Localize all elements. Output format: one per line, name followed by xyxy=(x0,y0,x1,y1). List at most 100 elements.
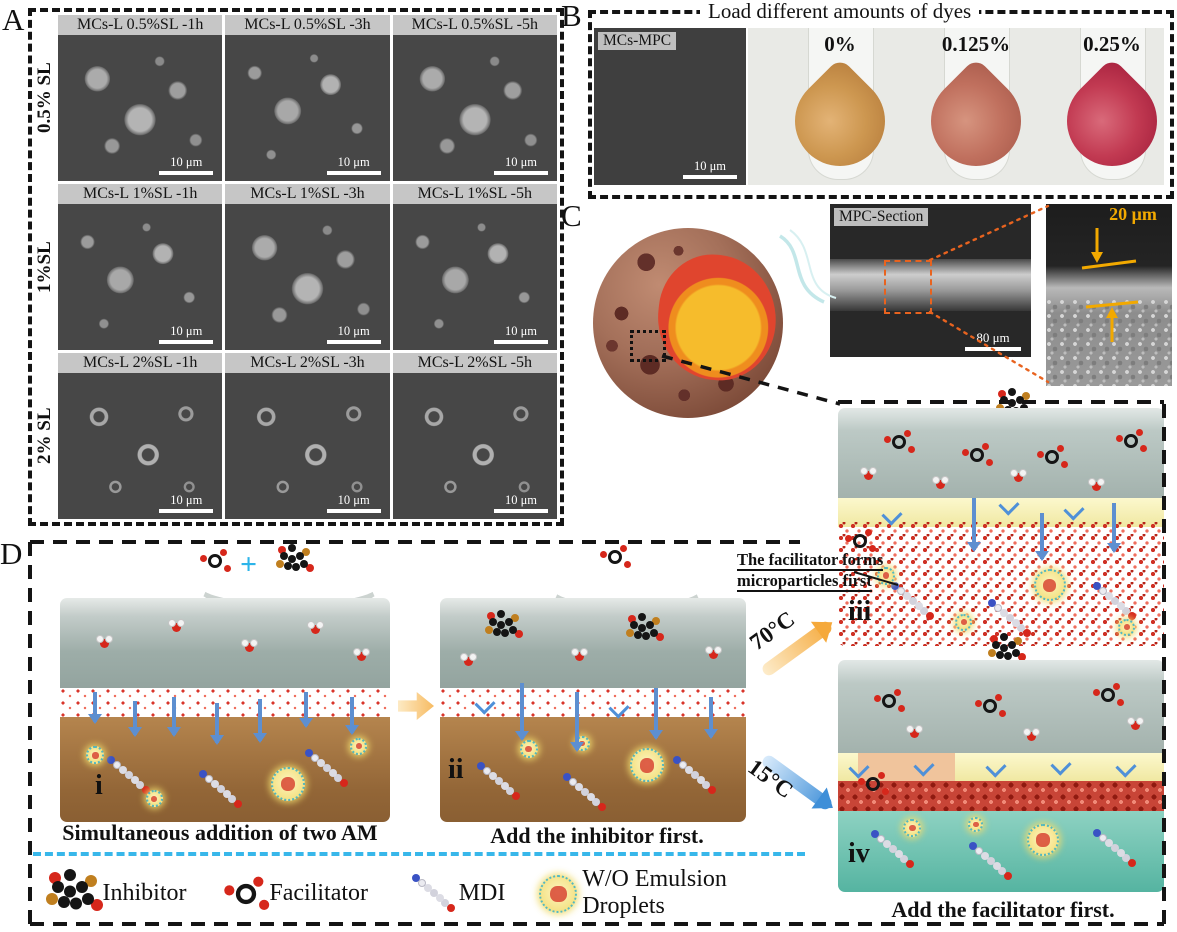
scale-bar-line xyxy=(683,175,737,179)
row-label-0.5-sl: 0.5% SL xyxy=(34,62,55,134)
diffusion-check-icon xyxy=(1115,756,1137,778)
mdi-molecule-icon xyxy=(205,774,214,783)
section-zoom-micrograph xyxy=(1046,204,1172,386)
diffusion-arrow-icon xyxy=(167,696,182,737)
wo-emulsion-droplet-icon xyxy=(86,746,105,765)
water-molecule-icon xyxy=(460,653,478,667)
diffusion-arrow-icon xyxy=(966,498,981,553)
dye-amount-label: 0% xyxy=(824,32,856,56)
mdi-molecule-icon xyxy=(568,777,577,786)
facilitator-molecule-icon xyxy=(1043,444,1065,466)
water-molecule-icon xyxy=(306,620,324,634)
interface-layer xyxy=(440,687,746,717)
water-phase-layer xyxy=(440,598,746,688)
dye-amount-label: 0.25% xyxy=(1083,32,1141,56)
step-i-caption: Simultaneous addition of two AM xyxy=(62,820,378,845)
facilitator-molecule-icon xyxy=(968,442,990,464)
facilitator-molecule-glyph xyxy=(232,876,263,907)
mcs-mpc-micrograph: MCs-MPC 10 μm xyxy=(594,28,746,185)
wo-emulsion-droplets-icon xyxy=(533,869,582,917)
emulsion-droplet-0.125pct xyxy=(912,57,1040,185)
granular-shell-texture xyxy=(1046,298,1172,386)
interface-layer xyxy=(838,498,1164,527)
mdi-molecule-icon xyxy=(1098,833,1107,842)
sem-micrograph: 10 μm xyxy=(392,35,557,181)
water-phase-layer xyxy=(838,660,1164,753)
emulsion-droplet-0pct xyxy=(776,57,904,185)
inhibitor-molecule-icon xyxy=(1000,396,1008,404)
panel-b-header: Load different amounts of dyes xyxy=(700,0,980,24)
water-molecule-icon xyxy=(1127,717,1145,731)
dye-tubes-photo: 0% 0.125% 0.25% xyxy=(748,28,1176,185)
water-phase-layer xyxy=(838,408,1164,499)
sem-tile-title: MCs-L 2%SL -1h xyxy=(58,353,223,373)
scale-bar-label: 10 μm xyxy=(337,493,370,508)
sem-tile: MCs-L 2%SL -1h 10 μm xyxy=(58,353,223,519)
scale-bar-label: 10 μm xyxy=(170,155,203,170)
sem-tile-title: MCs-L 0.5%SL -5h xyxy=(392,15,557,35)
step-i-illustration xyxy=(60,598,390,822)
facilitator-patch xyxy=(857,752,956,781)
facilitator-molecule-icon xyxy=(864,771,886,793)
capsule-core-cutaway xyxy=(651,248,782,386)
inhibitor-molecule-glyph xyxy=(52,881,64,893)
scale-bar-label: 10 μm xyxy=(170,493,203,508)
legend-divider-line xyxy=(33,852,805,856)
section-zoom-region-box xyxy=(884,260,932,314)
facilitator-molecule-icon xyxy=(890,430,912,451)
diffusion-arrow-icon xyxy=(569,692,584,753)
facilitator-note-line2: microparticles first xyxy=(737,570,872,592)
wo-emulsion-droplet-icon xyxy=(1027,823,1060,856)
water-molecule-icon xyxy=(353,647,370,661)
water-molecule-icon xyxy=(95,635,113,649)
mdi-molecule-icon xyxy=(974,846,983,855)
oil-phase-layer xyxy=(440,716,746,822)
facilitator-molecule-icon xyxy=(880,688,902,710)
water-molecule-icon xyxy=(905,724,923,738)
legend-label-mdi: MDI xyxy=(458,879,506,906)
scale-bar: 10 μm xyxy=(326,324,381,344)
scale-bar-label: 10 μm xyxy=(504,155,538,170)
scale-bar: 10 μm xyxy=(493,155,548,175)
diffusion-arrow-icon xyxy=(345,696,360,735)
diffusion-arrow-icon xyxy=(88,692,102,725)
panel-a-letter: A xyxy=(2,2,25,37)
sem-tile: MCs-L 0.5%SL -3h 10 μm xyxy=(225,15,390,181)
scale-bar-label: 10 μm xyxy=(337,324,370,339)
sem-tile: MCs-L 1%SL -3h 10 μm xyxy=(225,184,390,350)
inhibitor-molecule-icon xyxy=(629,621,638,630)
scale-bar: 10 μm xyxy=(159,493,214,513)
inhibitor-molecule-icon xyxy=(40,867,103,919)
water-molecule-icon xyxy=(1023,728,1041,742)
legend-label-facilitator: Facilitator xyxy=(269,879,369,906)
wo-emulsion-droplet-icon xyxy=(955,613,973,631)
mdi-molecule-icon xyxy=(678,760,687,769)
wo-emulsion-droplet-glyph xyxy=(539,875,578,913)
scale-bar-label: 10 μm xyxy=(504,324,538,339)
scale-bar: 10 μm xyxy=(326,493,381,513)
sem-micrograph: 10 μm xyxy=(225,35,390,181)
wo-emulsion-droplet-icon xyxy=(1118,618,1136,636)
scale-bar-label: 10 μm xyxy=(693,159,727,174)
sem-tile-title: MCs-L 1%SL -5h xyxy=(392,184,557,204)
shell-zoom-region-box xyxy=(630,330,666,362)
sem-tile: MCs-L 2%SL -3h 10 μm xyxy=(225,353,390,519)
step-ii-numeral: ii xyxy=(448,754,464,785)
scale-bar-line xyxy=(965,347,1021,351)
transition-arrow-icon xyxy=(398,692,434,720)
scale-bar: 10 μm xyxy=(326,155,381,175)
shell-thickness-label: 20 μm xyxy=(1109,204,1157,224)
panel-b-letter: B xyxy=(561,0,582,33)
panel-c-letter: C xyxy=(561,198,582,233)
diffusion-arrow-icon xyxy=(127,701,142,738)
water-molecule-icon xyxy=(1010,469,1028,483)
mdi-molecule-icon xyxy=(896,586,905,595)
sem-micrograph: 10 μm xyxy=(392,373,557,519)
row-label-2-sl: 2% SL xyxy=(34,407,55,465)
cooled-oil-phase-layer xyxy=(838,810,1164,892)
diffusion-check-icon xyxy=(985,756,1007,778)
facilitator-molecule-icon xyxy=(981,694,1003,715)
sem-micrograph: 10 μm xyxy=(392,204,557,350)
sem-tile-title: MCs-L 0.5%SL -3h xyxy=(225,15,390,35)
diffusion-arrow-icon xyxy=(1106,503,1121,554)
